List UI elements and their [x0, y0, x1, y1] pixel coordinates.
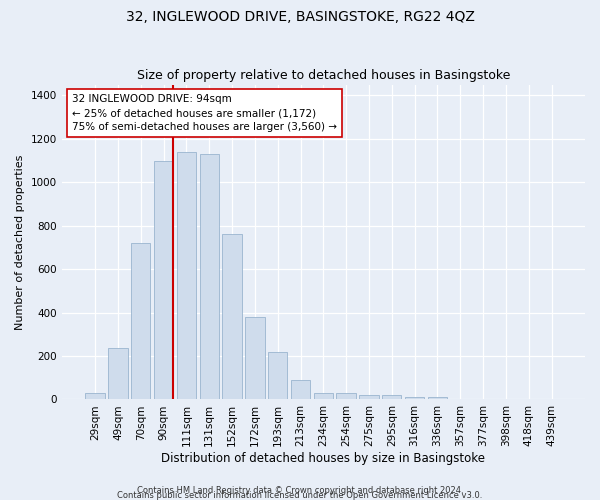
- Bar: [291, 380, 310, 400]
- Text: 32, INGLEWOOD DRIVE, BASINGSTOKE, RG22 4QZ: 32, INGLEWOOD DRIVE, BASINGSTOKE, RG22 4…: [125, 10, 475, 24]
- Bar: [154, 160, 173, 400]
- Bar: [200, 154, 219, 400]
- Bar: [177, 152, 196, 400]
- Bar: [268, 352, 287, 400]
- Bar: [337, 393, 356, 400]
- Text: Contains public sector information licensed under the Open Government Licence v3: Contains public sector information licen…: [118, 491, 482, 500]
- Bar: [245, 317, 265, 400]
- Bar: [85, 393, 105, 400]
- Bar: [131, 243, 151, 400]
- Bar: [108, 348, 128, 400]
- Text: 32 INGLEWOOD DRIVE: 94sqm
← 25% of detached houses are smaller (1,172)
75% of se: 32 INGLEWOOD DRIVE: 94sqm ← 25% of detac…: [72, 94, 337, 132]
- X-axis label: Distribution of detached houses by size in Basingstoke: Distribution of detached houses by size …: [161, 452, 485, 465]
- Bar: [359, 395, 379, 400]
- Bar: [314, 394, 333, 400]
- Bar: [223, 234, 242, 400]
- Title: Size of property relative to detached houses in Basingstoke: Size of property relative to detached ho…: [137, 69, 510, 82]
- Bar: [428, 398, 447, 400]
- Text: Contains HM Land Registry data © Crown copyright and database right 2024.: Contains HM Land Registry data © Crown c…: [137, 486, 463, 495]
- Bar: [382, 395, 401, 400]
- Bar: [405, 398, 424, 400]
- Y-axis label: Number of detached properties: Number of detached properties: [15, 154, 25, 330]
